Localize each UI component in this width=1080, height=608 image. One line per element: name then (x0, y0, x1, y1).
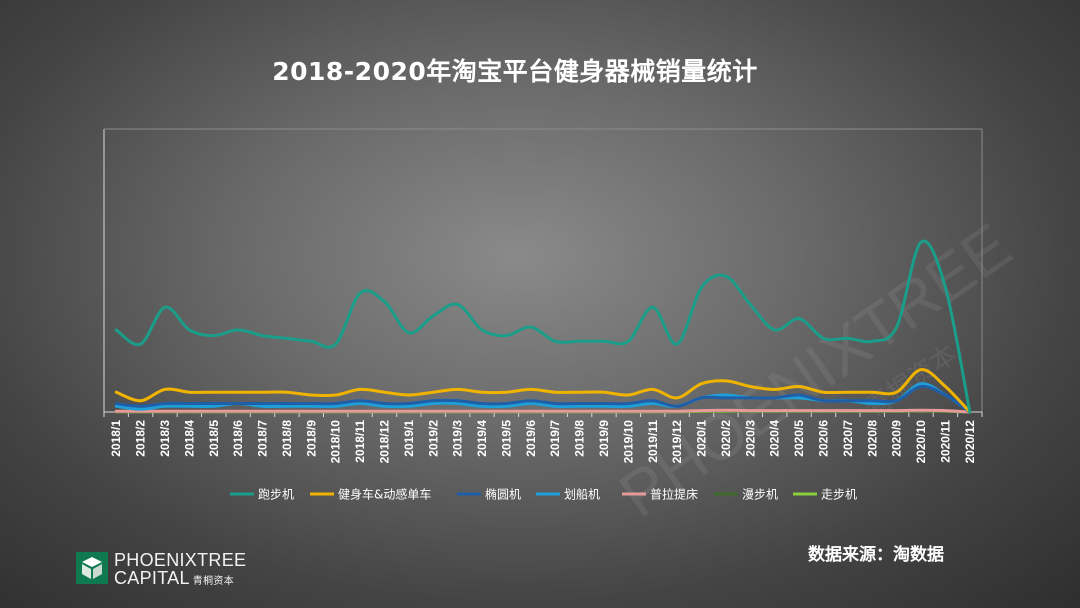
x-tick-label: 2019/7 (548, 420, 562, 457)
x-tick-label: 2018/4 (182, 420, 196, 457)
x-tick-label: 2018/7 (256, 420, 270, 457)
x-tick-label: 2020/7 (841, 420, 855, 457)
series-line-4 (114, 408, 972, 414)
x-tick-label: 2020/11 (938, 420, 952, 463)
x-tick-label: 2019/12 (670, 420, 684, 464)
legend-label: 划船机 (564, 488, 600, 502)
x-tick-label: 2018/5 (207, 420, 221, 457)
series-line-0 (114, 239, 972, 414)
x-tick-label: 2020/8 (865, 420, 879, 457)
x-tick-label: 2019/5 (499, 420, 513, 457)
legend-label: 健身车&动感单车 (338, 487, 431, 502)
x-tick-label: 2018/12 (377, 420, 391, 464)
logo-text-line1: PHOENIXTREE (114, 550, 247, 570)
brand-logo: PHOENIXTREE CAPITAL 青桐资本 (76, 548, 276, 588)
x-tick-label: 2019/10 (621, 420, 635, 464)
x-tick-label: 2018/11 (353, 420, 367, 463)
x-tick-label: 2019/2 (426, 420, 440, 457)
x-tick-label: 2020/9 (890, 420, 904, 457)
logo-text-capital: CAPITAL (114, 568, 190, 588)
x-tick-label: 2018/3 (158, 420, 172, 457)
x-tick-label: 2019/6 (524, 420, 538, 457)
data-source-note: 数据来源：淘数据 (808, 545, 944, 565)
legend-label: 漫步机 (742, 488, 778, 502)
x-tick-label: 2020/2 (719, 420, 733, 457)
x-tick-label: 2019/9 (597, 420, 611, 457)
x-tick-label: 2018/6 (231, 420, 245, 457)
x-tick-label: 2019/3 (451, 420, 465, 457)
x-tick-label: 2020/6 (816, 420, 830, 457)
x-tick-label: 2018/10 (329, 420, 343, 464)
x-tick-label: 2018/1 (109, 420, 123, 457)
x-tick-label: 2020/1 (695, 420, 709, 457)
x-tick-label: 2018/2 (134, 420, 148, 457)
x-tick-label: 2018/9 (304, 420, 318, 457)
x-tick-label: 2019/1 (402, 420, 416, 457)
x-tick-label: 2019/11 (646, 420, 660, 463)
x-tick-label: 2019/4 (475, 420, 489, 457)
x-tick-label: 2020/3 (743, 420, 757, 457)
x-tick-label: 2019/8 (573, 420, 587, 457)
x-tick-label: 2018/8 (280, 420, 294, 457)
legend-label: 椭圆机 (485, 487, 521, 502)
legend-label: 普拉提床 (650, 487, 698, 502)
logo-text-line2: CAPITAL 青桐资本 (114, 568, 234, 589)
legend-label: 走步机 (821, 488, 857, 502)
logo-icon (76, 552, 108, 584)
chart-title: 2018-2020年淘宝平台健身器械销量统计 (272, 57, 758, 86)
series-line-1 (114, 368, 972, 414)
x-tick-label: 2020/5 (792, 420, 806, 457)
x-tick-label: 2020/4 (768, 420, 782, 457)
series-line-2 (114, 384, 972, 414)
x-tick-label: 2020/10 (914, 420, 928, 464)
legend-label: 跑步机 (258, 488, 294, 502)
x-tick-label: 2020/12 (963, 420, 977, 464)
logo-text-cn: 青桐资本 (192, 576, 234, 587)
